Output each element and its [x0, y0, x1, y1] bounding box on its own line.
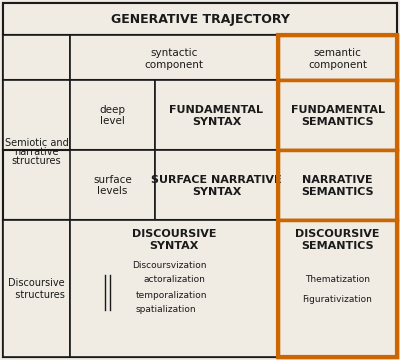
- Text: levels: levels: [97, 186, 128, 196]
- Text: deep: deep: [100, 105, 126, 115]
- Text: Discoursvization: Discoursvization: [132, 261, 206, 270]
- Bar: [3, 220, 70, 357]
- Text: SYNTAX: SYNTAX: [192, 187, 241, 197]
- Text: level: level: [100, 116, 125, 126]
- Text: narrative: narrative: [14, 147, 59, 157]
- Text: SEMANTICS: SEMANTICS: [301, 187, 374, 197]
- Text: SYNTAX: SYNTAX: [149, 241, 199, 251]
- Text: structures: structures: [12, 156, 61, 166]
- Text: GENERATIVE TRAJECTORY: GENERATIVE TRAJECTORY: [110, 13, 290, 26]
- Text: SEMANTICS: SEMANTICS: [301, 117, 374, 127]
- Text: syntactic: syntactic: [150, 48, 198, 58]
- Bar: [155, 80, 278, 150]
- Text: FUNDAMENTAL: FUNDAMENTAL: [170, 105, 264, 115]
- Text: FUNDAMENTAL: FUNDAMENTAL: [290, 105, 384, 115]
- Bar: [70, 220, 278, 357]
- Text: DISCOURSIVE: DISCOURSIVE: [295, 229, 380, 239]
- Bar: [3, 80, 70, 220]
- Text: surface: surface: [93, 175, 132, 185]
- Text: Discoursive: Discoursive: [8, 279, 65, 288]
- Bar: [3, 35, 397, 80]
- Bar: [70, 80, 155, 150]
- Text: Semiotic and: Semiotic and: [5, 138, 68, 148]
- Bar: [3, 35, 70, 80]
- Text: actoralization: actoralization: [143, 275, 205, 284]
- Text: Thematization: Thematization: [305, 275, 370, 284]
- Bar: [3, 80, 397, 150]
- Text: component: component: [308, 59, 367, 69]
- Bar: [3, 220, 397, 357]
- Text: Figurativization: Figurativization: [302, 296, 372, 305]
- Bar: [278, 35, 397, 357]
- Text: component: component: [144, 59, 204, 69]
- Text: DISCOURSIVE: DISCOURSIVE: [132, 229, 216, 239]
- Text: SURFACE NARRATIVE: SURFACE NARRATIVE: [151, 175, 282, 185]
- Bar: [3, 3, 397, 35]
- Text: spatialization: spatialization: [136, 306, 196, 315]
- Bar: [155, 150, 278, 220]
- Text: SYNTAX: SYNTAX: [192, 117, 241, 127]
- Text: temporalization: temporalization: [135, 291, 207, 300]
- Bar: [278, 220, 397, 357]
- Bar: [70, 35, 278, 80]
- Bar: [278, 80, 397, 150]
- Text: SEMANTICS: SEMANTICS: [301, 241, 374, 251]
- Text: semantic: semantic: [314, 48, 362, 58]
- Bar: [70, 150, 155, 220]
- Bar: [278, 150, 397, 220]
- Bar: [3, 150, 397, 220]
- Bar: [278, 35, 397, 80]
- Text: NARRATIVE: NARRATIVE: [302, 175, 373, 185]
- Text: structures: structures: [8, 289, 64, 300]
